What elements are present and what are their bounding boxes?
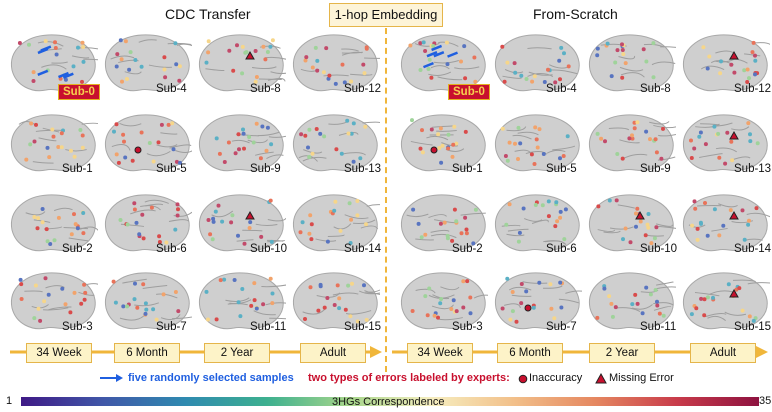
subject-label: Sub-6 xyxy=(546,243,577,255)
subject-label: Sub-15 xyxy=(344,321,382,333)
inaccuracy-icon xyxy=(518,374,528,384)
left-panel-title: CDC Transfer xyxy=(165,6,251,22)
brain-surface-image xyxy=(682,194,770,252)
subject-label: Sub-9 xyxy=(250,163,281,175)
subject-label: Sub-3 xyxy=(62,321,93,333)
panel-divider xyxy=(385,28,387,372)
brain-surface-image xyxy=(588,272,676,330)
brain-surface-image xyxy=(104,272,192,330)
colorbar-label: 3HGs Correspondence xyxy=(332,396,445,408)
brain-surface-image xyxy=(588,114,676,172)
subject-label: Sub-4 xyxy=(156,83,187,95)
center-title: 1-hop Embedding xyxy=(329,3,443,27)
subject-label: Sub-15 xyxy=(734,321,772,333)
subject-label: Sub-14 xyxy=(734,243,772,255)
timeline-label: 34 Week xyxy=(26,343,92,363)
brain-surface-image xyxy=(198,272,286,330)
brain-surface-image xyxy=(400,34,486,92)
timeline-label: Adult xyxy=(300,343,366,363)
timeline-label: 34 Week xyxy=(407,343,473,363)
brain-surface-image xyxy=(682,272,770,330)
brain-surface-image xyxy=(588,34,676,92)
brain-surface-image xyxy=(494,194,580,252)
colorbar xyxy=(21,397,759,406)
brain-surface-image xyxy=(10,194,98,252)
timeline-label: 6 Month xyxy=(114,343,180,363)
subject-label: Sub-0 xyxy=(58,84,100,100)
subject-label: Sub-3 xyxy=(452,321,483,333)
legend-missing: Missing Error xyxy=(609,372,674,384)
subject-label: Sub-9 xyxy=(640,163,671,175)
brain-surface-image xyxy=(104,114,192,172)
colorbar-min: 1 xyxy=(6,395,13,407)
brain-surface-image xyxy=(588,194,676,252)
brain-surface-image xyxy=(198,34,286,92)
timeline-label: 2 Year xyxy=(589,343,655,363)
brain-surface-image xyxy=(10,34,98,92)
right-panel-title: From-Scratch xyxy=(533,6,618,22)
brain-surface-image xyxy=(10,114,98,172)
brain-surface-image xyxy=(682,34,770,92)
brain-surface-image xyxy=(400,272,488,330)
brain-surface-image xyxy=(400,114,486,172)
timeline-label: 6 Month xyxy=(497,343,563,363)
legend-samples: five randomly selected samples xyxy=(128,372,294,384)
subject-label: Sub-7 xyxy=(546,321,577,333)
missing-error-icon xyxy=(595,373,607,384)
subject-label: Sub-11 xyxy=(250,321,287,333)
subject-label: Sub-11 xyxy=(640,321,677,333)
subject-label: Sub-12 xyxy=(344,83,382,95)
subject-label: Sub-13 xyxy=(734,163,772,175)
subject-label: Sub-12 xyxy=(734,83,772,95)
timeline-label: Adult xyxy=(690,343,756,363)
brain-surface-image xyxy=(10,272,98,330)
subject-label: Sub-2 xyxy=(62,243,93,255)
subject-label: Sub-10 xyxy=(250,243,288,255)
legend-inaccuracy: Inaccuracy xyxy=(529,372,583,384)
subject-label: Sub-5 xyxy=(546,163,577,175)
subject-label: Sub-1 xyxy=(452,163,483,175)
subject-label: Sub-1 xyxy=(62,163,93,175)
subject-label: Sub-2 xyxy=(452,243,483,255)
brain-surface-image xyxy=(292,272,380,330)
brain-surface-image xyxy=(198,194,286,252)
brain-surface-image xyxy=(400,194,486,252)
brain-surface-image xyxy=(104,194,192,252)
subject-label: Sub-13 xyxy=(344,163,382,175)
brain-surface-image xyxy=(494,272,582,330)
timeline-label: 2 Year xyxy=(204,343,270,363)
subject-label: Sub-8 xyxy=(640,83,671,95)
subject-label: Sub-14 xyxy=(344,243,382,255)
brain-surface-image xyxy=(104,34,192,92)
brain-surface-image xyxy=(292,114,380,172)
legend-errors-title: two types of errors labeled by experts: xyxy=(308,372,510,384)
subject-label: Sub-10 xyxy=(640,243,678,255)
colorbar-max: 35 xyxy=(759,395,772,407)
brain-surface-image xyxy=(494,34,580,92)
subject-label: Sub-8 xyxy=(250,83,281,95)
brain-surface-image xyxy=(494,114,580,172)
subject-label: Sub-0 xyxy=(448,84,490,100)
subject-label: Sub-4 xyxy=(546,83,577,95)
brain-surface-image xyxy=(292,194,380,252)
brain-surface-image xyxy=(292,34,380,92)
brain-surface-image xyxy=(682,114,768,172)
subject-label: Sub-5 xyxy=(156,163,187,175)
brain-surface-image xyxy=(198,114,286,172)
samples-arrow-icon xyxy=(100,374,123,382)
subject-label: Sub-6 xyxy=(156,243,187,255)
subject-label: Sub-7 xyxy=(156,321,187,333)
